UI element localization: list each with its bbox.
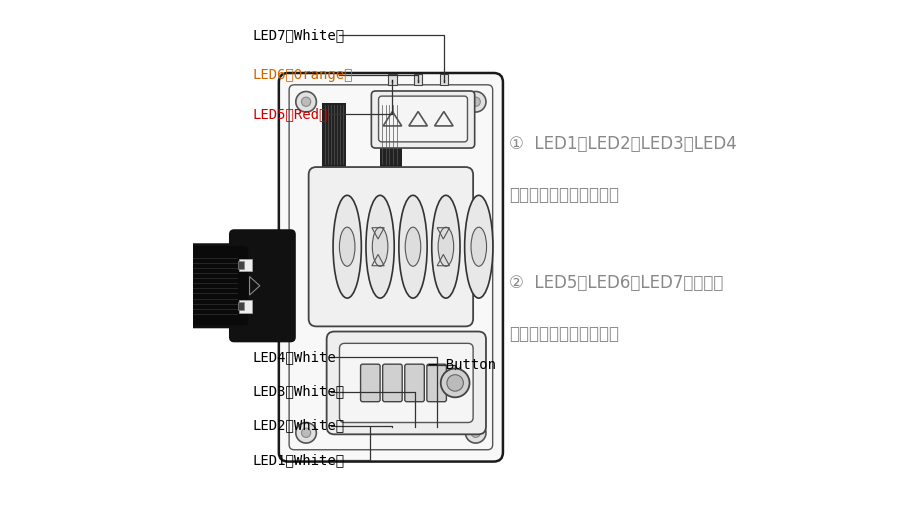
FancyBboxPatch shape — [382, 364, 402, 402]
FancyBboxPatch shape — [361, 364, 380, 402]
Circle shape — [296, 91, 317, 112]
Ellipse shape — [405, 227, 421, 266]
Ellipse shape — [432, 195, 460, 298]
Text: 色，显示电池健康状态；: 色，显示电池健康状态； — [509, 325, 619, 343]
Bar — [380, 103, 402, 170]
Bar — [414, 74, 422, 85]
Ellipse shape — [471, 227, 487, 266]
FancyBboxPatch shape — [427, 364, 446, 402]
FancyBboxPatch shape — [309, 167, 473, 326]
Circle shape — [441, 369, 470, 397]
Text: ②  LED5、LED6、LED7为不同颜: ② LED5、LED6、LED7为不同颜 — [509, 273, 724, 292]
Ellipse shape — [366, 195, 394, 298]
Circle shape — [471, 428, 481, 437]
FancyBboxPatch shape — [379, 96, 467, 142]
Text: LED5（Red）: LED5（Red） — [252, 107, 328, 121]
Circle shape — [302, 428, 310, 437]
Ellipse shape — [399, 195, 427, 298]
FancyBboxPatch shape — [279, 73, 503, 462]
Bar — [239, 300, 252, 313]
Bar — [321, 103, 347, 170]
Ellipse shape — [464, 195, 493, 298]
Bar — [239, 259, 252, 271]
FancyBboxPatch shape — [180, 245, 249, 327]
Bar — [440, 74, 448, 85]
Ellipse shape — [333, 195, 361, 298]
Text: LED1（White）: LED1（White） — [252, 453, 344, 467]
Text: — Button: — Button — [429, 358, 497, 372]
Circle shape — [447, 375, 464, 391]
Ellipse shape — [373, 227, 388, 266]
Ellipse shape — [438, 227, 454, 266]
Text: LED7（White）: LED7（White） — [252, 28, 344, 42]
Text: 为白色，显示电池电量；: 为白色，显示电池电量； — [509, 186, 619, 205]
FancyBboxPatch shape — [230, 230, 295, 341]
Circle shape — [465, 423, 486, 443]
FancyBboxPatch shape — [339, 343, 473, 423]
Bar — [238, 302, 244, 310]
Circle shape — [471, 97, 481, 106]
Text: LED3（White）: LED3（White） — [252, 384, 344, 399]
Text: LED6（Orange）: LED6（Orange） — [252, 67, 353, 82]
Ellipse shape — [339, 227, 355, 266]
Circle shape — [296, 423, 317, 443]
Text: LED4（White: LED4（White — [252, 350, 336, 364]
FancyBboxPatch shape — [372, 91, 474, 148]
Circle shape — [465, 91, 486, 112]
FancyBboxPatch shape — [405, 364, 424, 402]
Text: ①  LED1、LED2、LED3、LED4: ① LED1、LED2、LED3、LED4 — [509, 135, 737, 153]
Bar — [238, 261, 244, 269]
Text: LED2（White）: LED2（White） — [252, 418, 344, 433]
FancyBboxPatch shape — [327, 332, 486, 434]
Circle shape — [302, 97, 310, 106]
Bar — [388, 74, 397, 85]
